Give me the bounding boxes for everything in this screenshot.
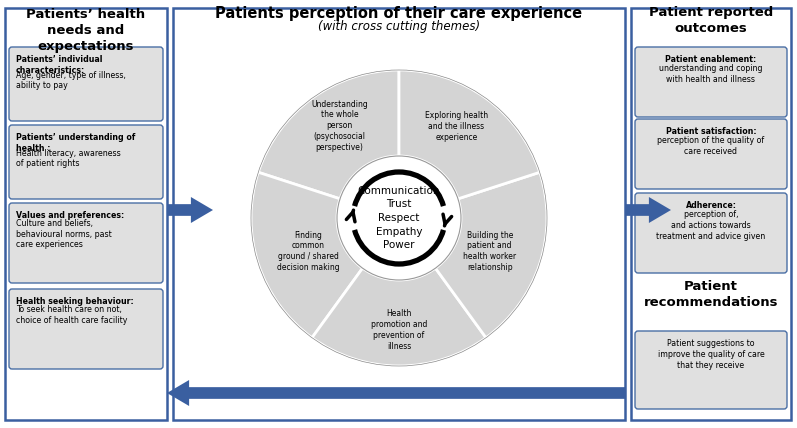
Bar <box>5 8 167 420</box>
FancyBboxPatch shape <box>9 203 163 283</box>
Wedge shape <box>399 70 540 199</box>
Text: Values and preferences:: Values and preferences: <box>16 211 124 220</box>
Text: Understanding
the whole
person
(psychosocial
perspective): Understanding the whole person (psychoso… <box>311 100 368 152</box>
Text: understanding and coping
with health and illness: understanding and coping with health and… <box>659 64 763 84</box>
Text: (with cross cutting themes): (with cross cutting themes) <box>318 20 480 33</box>
Wedge shape <box>435 172 547 338</box>
Circle shape <box>337 156 461 280</box>
FancyBboxPatch shape <box>635 193 787 273</box>
Text: Patient enablement:: Patient enablement: <box>665 55 756 64</box>
Polygon shape <box>167 197 213 223</box>
FancyBboxPatch shape <box>9 125 163 199</box>
Text: Building the
patient and
health worker
relationship: Building the patient and health worker r… <box>463 231 516 272</box>
Text: Patients’ health
needs and
expectations: Patients’ health needs and expectations <box>26 8 146 53</box>
FancyBboxPatch shape <box>9 289 163 369</box>
FancyBboxPatch shape <box>9 47 163 121</box>
Text: Exploring health
and the illness
experience: Exploring health and the illness experie… <box>425 111 488 142</box>
Text: Patient
recommendations: Patient recommendations <box>644 280 778 309</box>
Text: Patients’ individual
characteristics:: Patients’ individual characteristics: <box>16 55 103 75</box>
Text: Adherence:: Adherence: <box>685 201 736 210</box>
Text: Health
promotion and
prevention of
illness: Health promotion and prevention of illne… <box>371 309 427 351</box>
Text: To seek health care on not,
choice of health care facility: To seek health care on not, choice of he… <box>16 305 128 324</box>
FancyBboxPatch shape <box>635 47 787 117</box>
Text: Culture and beliefs,
behavioural norms, past
care experiences: Culture and beliefs, behavioural norms, … <box>16 219 112 249</box>
Text: perception of,
and actions towards
treatment and advice given: perception of, and actions towards treat… <box>657 210 766 241</box>
Text: Patients’ understanding of
health :: Patients’ understanding of health : <box>16 133 135 153</box>
Bar <box>631 8 791 420</box>
Text: Patient reported
outcomes: Patient reported outcomes <box>649 6 773 35</box>
Wedge shape <box>258 70 399 199</box>
Text: Patients perception of their care experience: Patients perception of their care experi… <box>215 6 583 21</box>
Text: Patient suggestions to
improve the quality of care
that they receive: Patient suggestions to improve the quali… <box>658 339 764 369</box>
Polygon shape <box>625 197 671 223</box>
Text: Patient satisfaction:: Patient satisfaction: <box>665 127 756 136</box>
Text: Age, gender, type of illness,
ability to pay: Age, gender, type of illness, ability to… <box>16 71 126 90</box>
Wedge shape <box>251 172 363 338</box>
Text: perception of the quality of
care received: perception of the quality of care receiv… <box>658 136 764 156</box>
Text: Communication
Trust
Respect
Empathy
Power: Communication Trust Respect Empathy Powe… <box>358 186 440 250</box>
Bar <box>173 8 625 420</box>
FancyBboxPatch shape <box>635 331 787 409</box>
Wedge shape <box>312 268 486 366</box>
FancyBboxPatch shape <box>635 119 787 189</box>
Text: Finding
common
ground / shared
decision making: Finding common ground / shared decision … <box>277 231 340 272</box>
Text: Health seeking behaviour:: Health seeking behaviour: <box>16 297 134 306</box>
Text: Health literacy, awareness
of patient rights: Health literacy, awareness of patient ri… <box>16 149 121 168</box>
Polygon shape <box>167 380 625 406</box>
